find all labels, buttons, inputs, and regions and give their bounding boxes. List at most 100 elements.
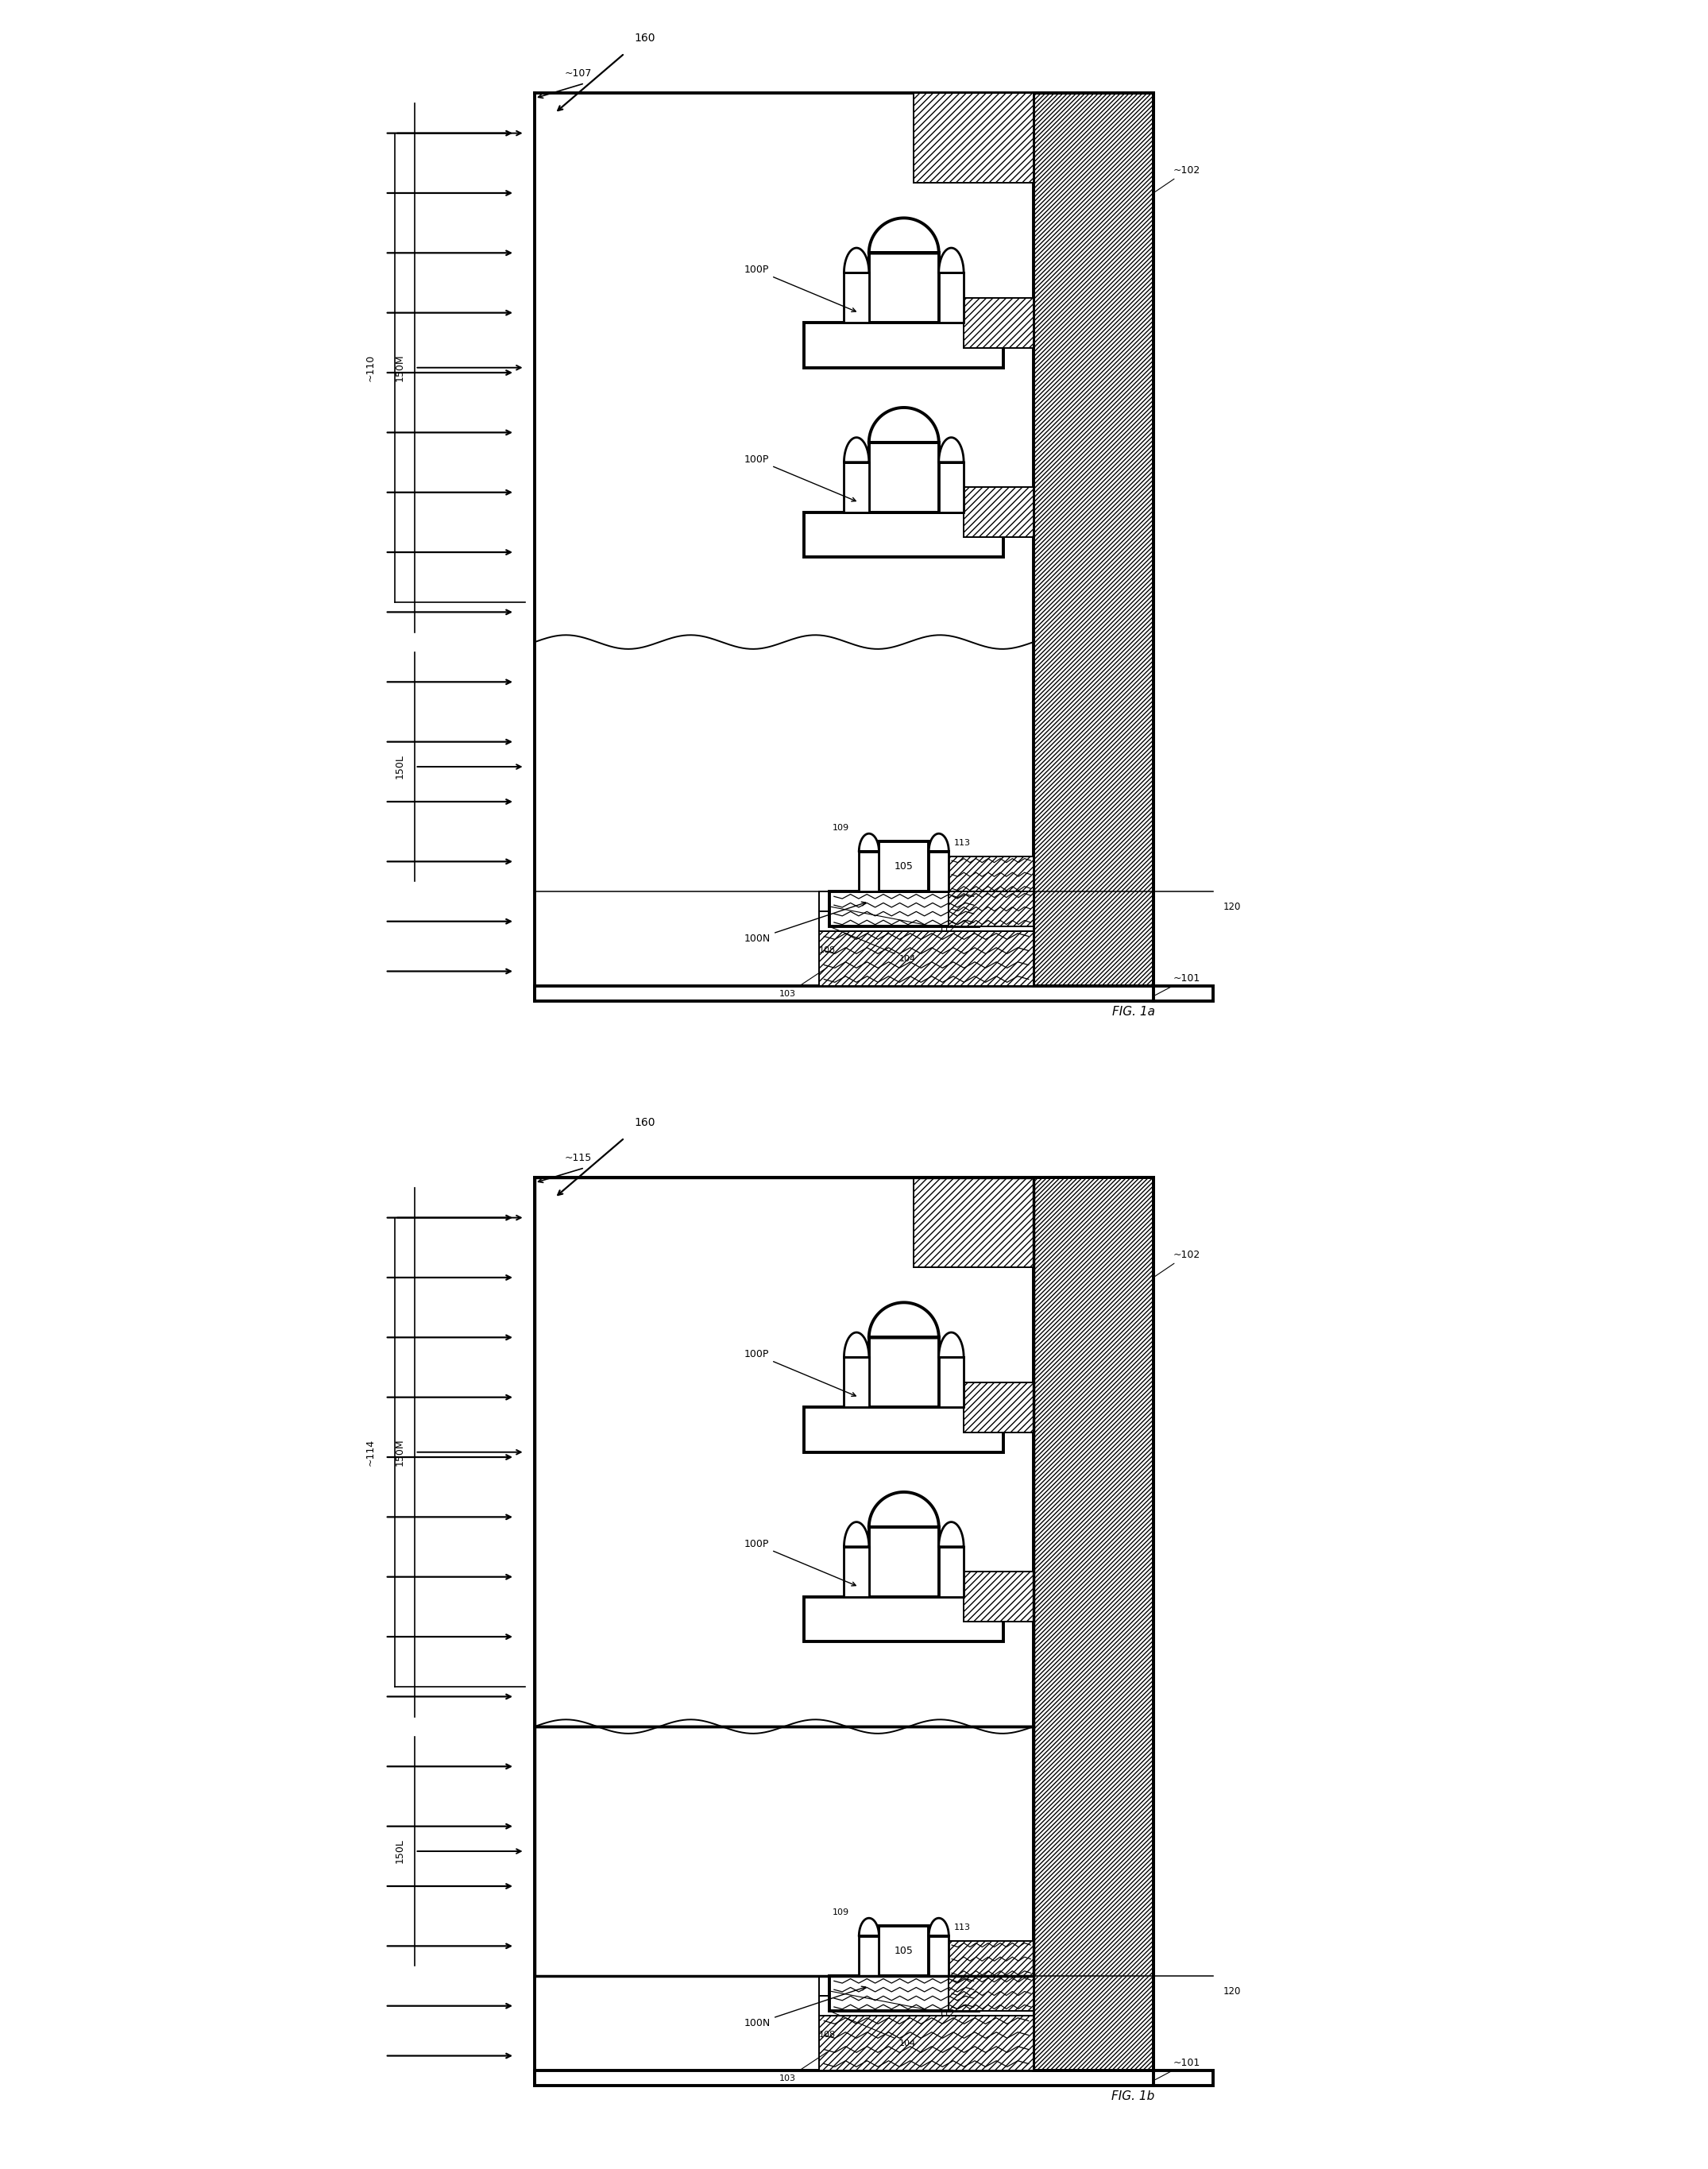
Text: 105: 105 [895, 861, 914, 872]
Text: 150L: 150L [395, 1839, 405, 1863]
Text: FIG. 1a: FIG. 1a [1112, 1006, 1155, 1017]
Text: 100P: 100P [745, 1540, 856, 1586]
Polygon shape [859, 833, 880, 852]
Bar [820, 891, 1033, 911]
Text: ~101: ~101 [1155, 974, 1201, 996]
Polygon shape [844, 1332, 869, 1358]
Bar [535, 1727, 1033, 1976]
Polygon shape [869, 408, 939, 442]
Text: ~115: ~115 [565, 1152, 593, 1163]
Bar [948, 857, 1033, 891]
Text: 109: 109 [832, 1909, 849, 1915]
Text: 100P: 100P [745, 1349, 856, 1397]
Bar [535, 1178, 1033, 1727]
Text: 103: 103 [779, 967, 827, 998]
Bar [914, 93, 1033, 182]
Bar [844, 1358, 869, 1408]
Text: 150L: 150L [395, 755, 405, 779]
Bar [535, 2071, 1213, 2087]
Bar [844, 273, 869, 323]
Text: 150M: 150M [395, 1438, 405, 1466]
Bar [869, 254, 939, 323]
Text: ~114: ~114 [366, 1438, 376, 1466]
Bar [844, 1546, 869, 1596]
Bar [948, 891, 1033, 926]
Bar [914, 1178, 1033, 1267]
Bar [820, 1995, 1033, 2015]
Bar [828, 1976, 979, 2011]
Bar [804, 512, 1004, 557]
Bar [859, 852, 880, 891]
Text: 120: 120 [1223, 902, 1242, 911]
Polygon shape [869, 1492, 939, 1527]
Text: 150M: 150M [395, 354, 405, 382]
Text: ~101: ~101 [1155, 2058, 1201, 2080]
Text: 113: 113 [953, 1924, 970, 1930]
Text: FIG. 1b: FIG. 1b [1112, 2091, 1155, 2102]
Bar [963, 297, 1033, 347]
Text: 112: 112 [832, 907, 955, 933]
Bar [929, 852, 948, 891]
Bar [820, 1976, 1033, 1995]
Text: 100P: 100P [745, 455, 856, 501]
Bar [948, 1941, 1033, 1976]
Text: 109: 109 [832, 824, 849, 831]
Text: 100N: 100N [745, 902, 866, 944]
Bar [1033, 1178, 1153, 2071]
Polygon shape [844, 247, 869, 273]
Polygon shape [929, 833, 948, 852]
Polygon shape [869, 1304, 939, 1338]
Bar [948, 1976, 1033, 2011]
Bar [804, 1596, 1004, 1642]
Bar [963, 1573, 1033, 1622]
Bar [820, 2015, 1033, 2071]
Text: ~110: ~110 [366, 354, 376, 382]
Bar [820, 911, 1033, 931]
Polygon shape [929, 1917, 948, 1937]
Bar [820, 931, 1033, 987]
Bar [939, 1546, 963, 1596]
Bar [939, 1358, 963, 1408]
Bar [869, 442, 939, 512]
Bar [869, 1527, 939, 1596]
Bar [844, 462, 869, 512]
Polygon shape [869, 219, 939, 254]
Text: 108: 108 [820, 946, 835, 954]
Bar [939, 462, 963, 512]
Polygon shape [939, 1332, 963, 1358]
Polygon shape [844, 1523, 869, 1546]
Text: 112: 112 [832, 1991, 955, 2017]
Text: 108: 108 [820, 2030, 835, 2039]
Polygon shape [844, 438, 869, 462]
Bar [880, 1926, 929, 1976]
Text: 160: 160 [634, 1117, 656, 1128]
Text: ~102: ~102 [1155, 165, 1201, 191]
Bar [1033, 93, 1153, 987]
Text: ~102: ~102 [1155, 1249, 1201, 1275]
Polygon shape [939, 247, 963, 273]
Polygon shape [939, 1523, 963, 1546]
Bar [535, 987, 1213, 1002]
Bar [963, 1382, 1033, 1432]
Text: 113: 113 [953, 839, 970, 846]
Text: 160: 160 [634, 33, 656, 43]
Text: 100N: 100N [745, 1987, 866, 2028]
Bar [859, 1937, 880, 1976]
Bar [804, 323, 1004, 367]
Text: 120: 120 [1223, 1987, 1242, 1995]
Text: 105: 105 [895, 1946, 914, 1956]
Bar [963, 488, 1033, 538]
Text: 100P: 100P [745, 265, 856, 312]
Bar [804, 1408, 1004, 1453]
Bar [929, 1937, 948, 1976]
Bar [869, 1338, 939, 1408]
Polygon shape [859, 1917, 880, 1937]
Text: ~107: ~107 [565, 67, 593, 78]
Bar [828, 891, 979, 926]
Bar [939, 273, 963, 323]
Text: 104: 104 [832, 2011, 915, 2048]
Text: 103: 103 [779, 2052, 827, 2082]
Text: 104: 104 [832, 926, 915, 963]
Bar [880, 842, 929, 891]
Polygon shape [939, 438, 963, 462]
